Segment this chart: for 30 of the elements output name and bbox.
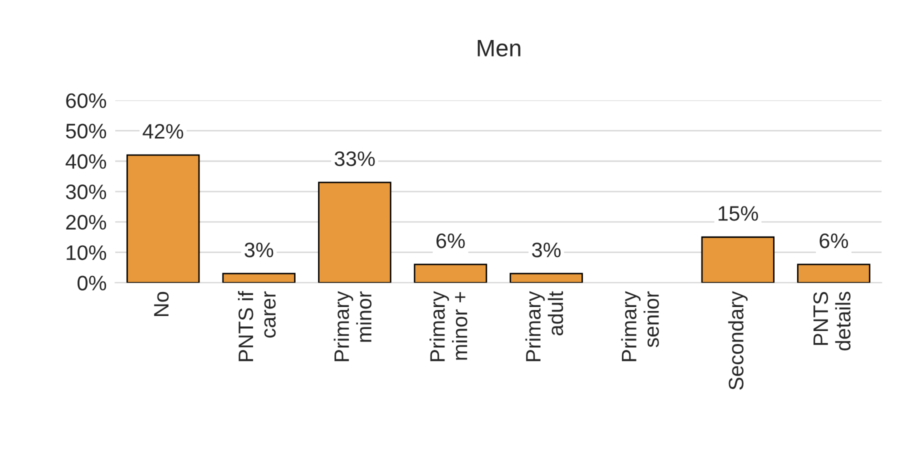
bar [414,264,488,283]
x-tick-label: Secondary [728,291,748,390]
y-tick-label: 10% [66,245,106,260]
data-label: 42% [142,124,184,139]
y-tick-label: 0% [78,276,106,290]
bar [318,182,392,283]
bar [701,236,775,283]
data-label: 33% [334,151,375,166]
y-tick-label: 40% [66,154,106,169]
x-tick-label: Primary senior [621,291,659,362]
x-tick-label: PNTS details [813,292,851,350]
bar [797,264,870,283]
bar [222,272,296,283]
bar [510,272,583,283]
y-tick-label: 30% [66,184,106,200]
data-label: 6% [436,233,465,248]
data-label: 15% [718,206,758,221]
data-label: 6% [820,233,848,248]
data-label: 3% [244,242,274,258]
x-tick-label: Primary minor + [430,291,468,362]
x-tick-label: Primary minor [334,291,372,362]
data-label: 3% [532,242,561,258]
x-tick-label: No [154,292,169,316]
x-tick-label: PNTS if carer [238,291,276,362]
chart-title: Men [478,40,520,56]
x-tick-label: Primary adult [525,291,564,362]
y-tick-label: 60% [66,93,106,108]
bar [126,154,200,283]
y-tick-label: 50% [66,124,106,138]
y-tick-label: 20% [66,214,106,230]
